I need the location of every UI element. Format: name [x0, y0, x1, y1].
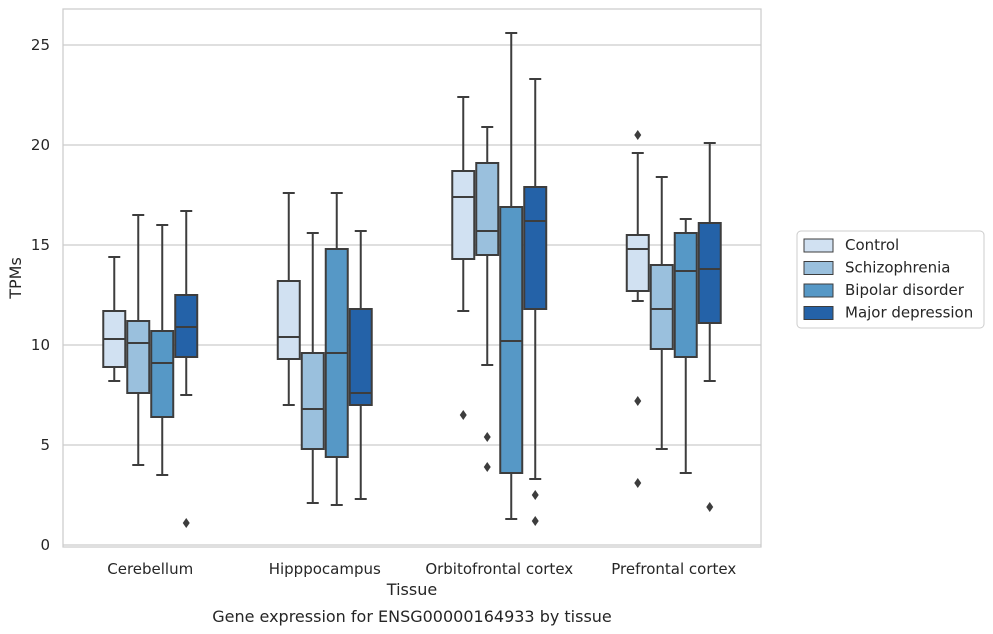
legend-swatch [803, 283, 834, 298]
outlier-point [706, 502, 714, 512]
chart-caption: Gene expression for ENSG00000164933 by t… [212, 607, 612, 626]
x-axis-label: Tissue [386, 580, 437, 599]
box-major-depression [174, 210, 199, 528]
legend-label: Major depression [845, 304, 973, 322]
box-schizophrenia [649, 176, 674, 450]
box-major-depression [348, 230, 373, 500]
box-iqr [150, 330, 175, 418]
box-major-depression [523, 78, 548, 526]
outlier-point [634, 396, 642, 406]
plot-frame [62, 8, 762, 548]
legend: Control Schizophrenia Bipolar disorder Majo… [796, 230, 985, 329]
box-bipolar-disorder [150, 224, 175, 476]
box-schizophrenia [300, 232, 325, 504]
box-plot-series [102, 32, 722, 528]
box-iqr [673, 232, 698, 358]
box-bipolar-disorder [673, 218, 698, 474]
outlier-point [459, 410, 467, 420]
box-schizophrenia [475, 126, 500, 472]
legend-label: Bipolar disorder [845, 281, 965, 299]
y-tick-label: 5 [40, 436, 50, 454]
box-iqr [625, 234, 650, 292]
y-tick-label: 10 [31, 336, 50, 354]
box-iqr [451, 170, 476, 260]
x-tick-label: Cerebellum [107, 560, 193, 578]
box-control [276, 192, 301, 406]
box-iqr [126, 320, 151, 394]
outlier-point [483, 432, 491, 442]
box-schizophrenia [126, 214, 151, 466]
legend-swatch [803, 261, 834, 275]
y-tick-label: 0 [40, 536, 50, 554]
x-axis: Cerebellum Hipppocampus Orbitofrontal cort… [107, 560, 736, 578]
box-iqr [276, 280, 301, 360]
x-tick-label: Hipppocampus [269, 560, 381, 578]
outlier-point [182, 518, 190, 528]
box-control [625, 130, 650, 488]
legend-label: Schizophrenia [845, 259, 950, 277]
box-bipolar-disorder [324, 192, 349, 506]
box-control [102, 256, 127, 382]
y-axis: 0 5 10 15 20 25 [31, 36, 50, 554]
outlier-point [531, 490, 539, 500]
outlier-point [483, 462, 491, 472]
box-iqr [300, 352, 325, 450]
y-tick-label: 25 [31, 36, 50, 54]
legend-swatch [803, 238, 834, 253]
outlier-point [634, 478, 642, 488]
box-control [451, 96, 476, 420]
x-tick-label: Prefrontal cortex [611, 560, 736, 578]
y-tick-label: 20 [31, 136, 50, 154]
box-iqr [348, 308, 373, 406]
x-tick-label: Orbitofrontal cortex [425, 560, 573, 578]
box-major-depression [697, 142, 722, 512]
outlier-point [634, 130, 642, 140]
box-iqr [475, 162, 500, 256]
box-iqr [649, 264, 674, 350]
y-axis-label: TPMs [6, 257, 25, 300]
legend-label: Control [845, 236, 899, 254]
box-iqr [523, 186, 548, 310]
legend-swatch [803, 306, 834, 320]
y-tick-label: 15 [31, 236, 50, 254]
legend-frame [796, 230, 985, 329]
box-iqr [697, 222, 722, 324]
outlier-point [531, 516, 539, 526]
box-bipolar-disorder [499, 32, 524, 520]
